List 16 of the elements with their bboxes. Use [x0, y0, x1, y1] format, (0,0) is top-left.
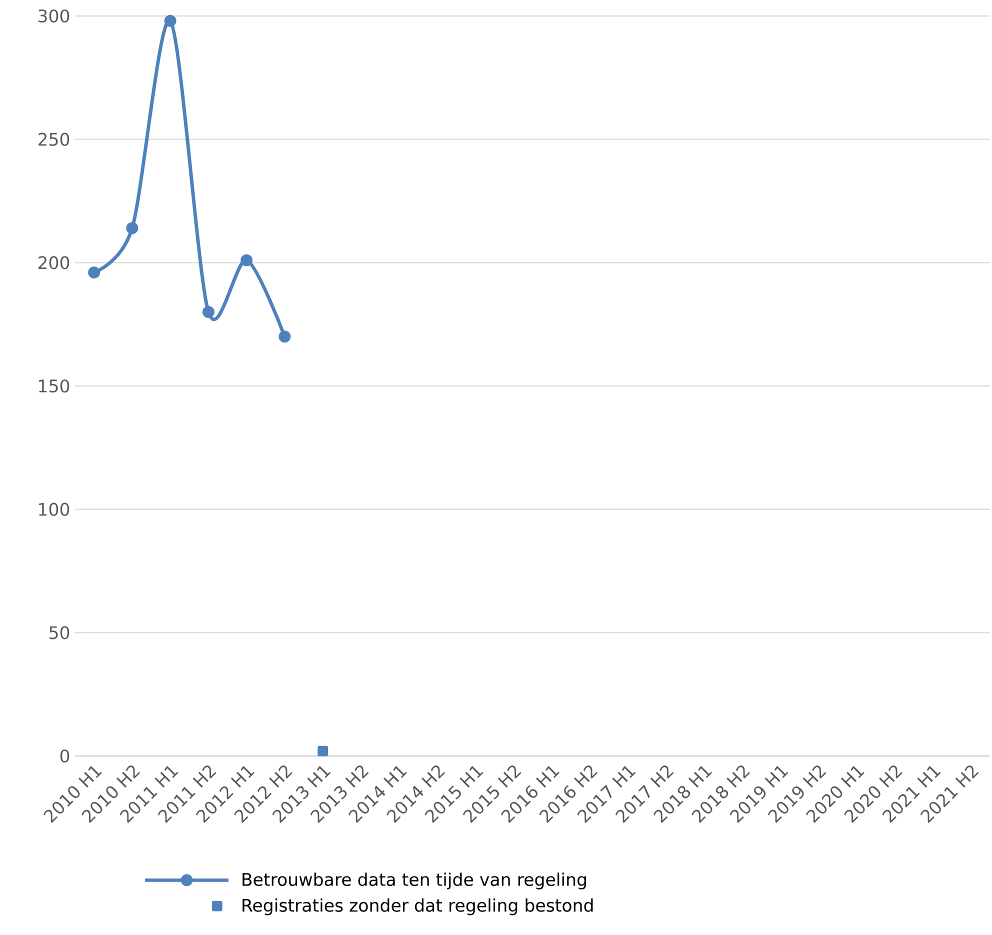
legend-label: Betrouwbare data ten tijde van regeling — [242, 872, 586, 890]
y-tick-label: 100 — [39, 502, 70, 516]
y-tick-label: 250 — [38, 132, 70, 146]
point — [202, 306, 214, 318]
legend-label: Registraties zonder dat regeling bestond — [242, 898, 593, 916]
y-tick-label: 200 — [38, 256, 70, 270]
point — [240, 254, 253, 266]
point — [164, 14, 176, 27]
point — [88, 266, 100, 279]
y-tick-label: 0 — [60, 749, 70, 763]
y-tick-label: 150 — [39, 379, 70, 393]
point — [278, 330, 291, 343]
point — [126, 222, 138, 234]
point — [318, 746, 328, 756]
y-tick-label: 300 — [38, 9, 70, 23]
y-tick-label: 50 — [50, 626, 70, 640]
